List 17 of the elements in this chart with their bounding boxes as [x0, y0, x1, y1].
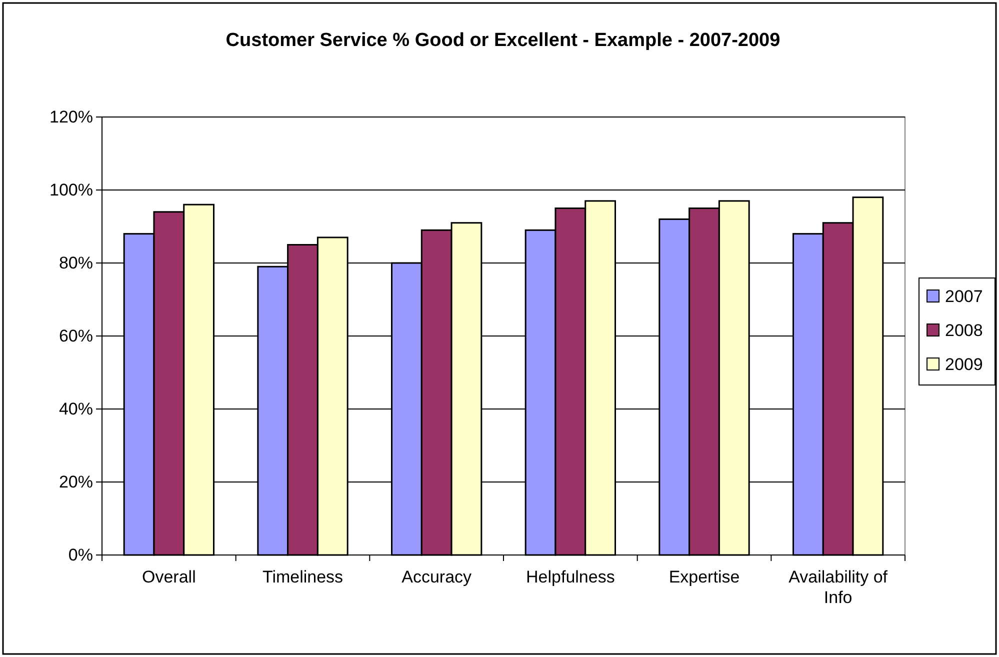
y-tick-label: 0%	[68, 545, 93, 564]
x-tick-label: Expertise	[668, 568, 740, 587]
x-tick-label: Helpfulness	[526, 568, 615, 587]
y-tick-label: 40%	[58, 399, 93, 418]
x-tick-label: Availability of Info	[788, 568, 888, 608]
chart-title: Customer Service % Good or Excellent - Example - 2007-2009	[226, 30, 780, 51]
legend-label: 2008	[945, 321, 983, 340]
y-tick-label: 120%	[50, 107, 93, 126]
x-tick-label: Timeliness	[262, 568, 344, 587]
y-tick-label: 20%	[58, 472, 93, 492]
y-tick-label: 80%	[58, 253, 93, 272]
legend-label: 2009	[945, 355, 983, 374]
x-tick-label: Overall	[142, 568, 196, 587]
legend-label: 2007	[945, 287, 983, 306]
y-tick-label: 100%	[50, 180, 93, 200]
x-tick-label: Accuracy	[402, 568, 472, 587]
y-tick-label: 60%	[58, 326, 93, 346]
